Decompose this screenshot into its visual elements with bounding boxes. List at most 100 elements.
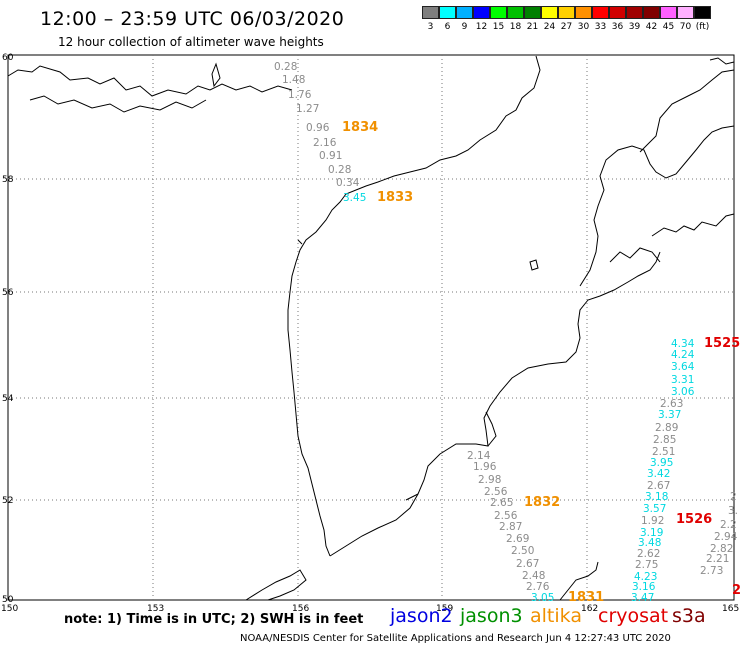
scale-label: 24	[543, 22, 556, 32]
wave-height-value: 3.18	[645, 491, 668, 503]
wave-height-value: 0.34	[336, 177, 360, 189]
scale-label: 3	[427, 22, 434, 32]
scale-label: (ft)	[695, 22, 710, 32]
scale-swatch	[575, 6, 592, 19]
lat-label: 52	[2, 496, 13, 506]
wave-height-value: 4.34	[671, 338, 695, 350]
legend-jason2: jason2	[390, 605, 453, 627]
wave-height-value: 4.23	[634, 571, 657, 583]
axis-labels: 60 58 56 54 52 50 150 153 156 159 162 16…	[1, 53, 739, 614]
scale-swatch	[660, 6, 677, 19]
map-frame	[7, 54, 735, 601]
wave-height-value: 2.94	[714, 531, 738, 543]
legend-s3a: s3a	[672, 605, 706, 627]
scale-label: 33	[594, 22, 607, 32]
scale-label: 42	[645, 22, 658, 32]
wave-height-value: 2.63	[660, 398, 683, 410]
scale-swatch	[592, 6, 609, 19]
wave-height-value: 0.96	[306, 122, 330, 134]
legend-cryosat: cryosat	[598, 605, 669, 627]
wave-height-value: 2.48	[522, 570, 545, 582]
pass-number-label: 1833	[377, 190, 413, 205]
pass-labels: 1834 1833 1832 1831 1525 1526 2	[342, 120, 740, 605]
pass-number-label: 1832	[524, 495, 560, 510]
scale-label: 6	[444, 22, 451, 32]
wave-height-value: 2	[730, 491, 737, 503]
wave-height-value: 3.95	[650, 457, 673, 469]
scale-label: 12	[475, 22, 488, 32]
wave-height-value: 2.16	[313, 137, 337, 149]
lat-label: 56	[2, 288, 14, 298]
scale-swatch	[643, 6, 660, 19]
scale-swatch	[677, 6, 694, 19]
lon-label: 162	[581, 604, 598, 614]
scale-swatch	[456, 6, 473, 19]
scale-swatch	[541, 6, 558, 19]
lon-label: 159	[436, 604, 453, 614]
wave-height-value: 2.21	[706, 553, 729, 565]
wave-height-value: 2.89	[655, 422, 678, 434]
scale-label: 36	[611, 22, 624, 32]
scale-swatch	[524, 6, 541, 19]
wave-height-value: 2.56	[494, 510, 518, 522]
scale-label: 45	[662, 22, 675, 32]
graticule	[8, 55, 734, 600]
scale-label: 21	[526, 22, 539, 32]
wave-height-value: 2.50	[511, 545, 534, 557]
wave-height-value: 1.92	[641, 515, 664, 527]
lon-label: 165	[722, 604, 739, 614]
wave-height-value: 1.27	[296, 103, 319, 115]
legend-jason3: jason3	[460, 605, 523, 627]
wave-height-value: 0.91	[319, 150, 342, 162]
wave-height-value: 3.48	[638, 537, 661, 549]
wave-height-value: 2.14	[467, 450, 491, 462]
wave-height-value: 2.85	[653, 434, 676, 446]
pass-number-label: 1526	[676, 512, 712, 527]
wave-height-value: 2.67	[516, 558, 539, 570]
wave-height-value: 3.31	[671, 374, 694, 386]
scale-label: 18	[509, 22, 522, 32]
wave-height-value: 2.98	[478, 474, 501, 486]
wave-height-value: 2.76	[526, 581, 550, 593]
wave-height-value: 3.45	[343, 192, 366, 204]
lat-label: 58	[2, 175, 14, 185]
lon-label: 150	[1, 604, 18, 614]
wave-height-value: 2.56	[484, 486, 508, 498]
scale-swatch	[626, 6, 643, 19]
scale-swatch	[490, 6, 507, 19]
pass-number-label: 1834	[342, 120, 378, 135]
wave-height-value: 3.06	[671, 386, 695, 398]
scale-label: 70	[679, 22, 692, 32]
scale-swatch	[507, 6, 524, 19]
scale-swatch	[422, 6, 439, 19]
wave-height-value: 3.	[728, 505, 738, 517]
scale-label: 15	[492, 22, 505, 32]
wave-height-value: 2.65	[490, 497, 513, 509]
wave-height-value: 0.28	[274, 61, 297, 73]
wave-height-value: 2.69	[506, 533, 529, 545]
note-text: note: 1) Time is in UTC; 2) SWH is in fe…	[64, 612, 364, 627]
wave-height-value: 4.24	[671, 349, 695, 361]
wave-height-tracks: 0.281.481.761.270.962.160.910.280.343.45…	[274, 61, 738, 604]
credit-line: NOAA/NESDIS Center for Satellite Applica…	[240, 633, 671, 644]
scale-swatch	[439, 6, 456, 19]
pass-number-label: 2	[732, 583, 740, 598]
wave-height-value: 2.82	[710, 543, 733, 555]
wave-height-value: 2.62	[637, 548, 660, 560]
scale-swatch	[694, 6, 711, 19]
wave-height-value: 2.2	[720, 519, 737, 531]
wave-height-value: 0.28	[328, 164, 351, 176]
wave-height-value: 3.05	[531, 592, 554, 604]
wave-height-value: 2.75	[635, 559, 658, 571]
wave-height-value: 2.67	[647, 480, 670, 492]
wave-height-value: 3.16	[632, 581, 656, 593]
lat-label: 54	[2, 394, 14, 404]
legend-altika: altika	[530, 605, 582, 627]
pass-number-label: 1831	[568, 590, 604, 605]
wave-height-value: 3.64	[671, 361, 695, 373]
scale-swatch	[558, 6, 575, 19]
wave-height-value: 3.42	[647, 468, 670, 480]
wave-height-value: 3.47	[631, 592, 654, 604]
lon-label: 153	[147, 604, 164, 614]
